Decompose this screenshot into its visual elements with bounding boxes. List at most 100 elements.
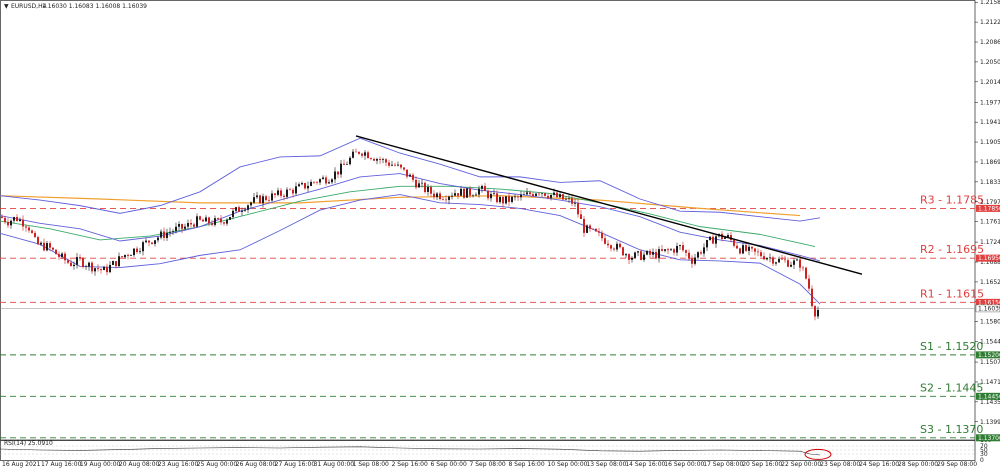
candle-body <box>277 190 279 195</box>
candle-body <box>433 193 435 198</box>
price-tick-label: 1.18690 <box>980 159 1000 166</box>
candle-body <box>412 174 414 180</box>
time-tick-label: 2 Sep 16:00 <box>392 461 428 468</box>
candle-body <box>568 198 570 199</box>
candle-body <box>580 214 582 220</box>
candle-body <box>232 210 234 217</box>
candle-body <box>415 179 417 188</box>
candle-body <box>442 199 444 200</box>
candle-body <box>550 194 552 198</box>
candle-body <box>373 158 375 161</box>
candle-body <box>379 159 381 160</box>
candle-body <box>739 248 741 254</box>
candle-body <box>409 174 411 177</box>
moving-average-line <box>0 185 816 247</box>
candle-body <box>673 249 675 253</box>
candle-body <box>16 217 18 222</box>
candle-body <box>28 227 30 231</box>
candle-body <box>154 240 156 244</box>
candle-body <box>532 194 534 196</box>
price-tick-label: 1.20500 <box>980 59 1000 66</box>
candle-body <box>391 164 393 166</box>
candle-body <box>631 257 633 260</box>
candle-body <box>616 243 618 250</box>
candle-body <box>712 236 714 244</box>
candle-body <box>529 192 531 195</box>
candle-body <box>202 219 204 222</box>
candle-body <box>184 226 186 229</box>
candle-body <box>340 163 342 175</box>
candle-body <box>421 182 423 184</box>
time-tick-label: 7 Sep 08:00 <box>470 461 506 468</box>
candle-body <box>205 217 207 222</box>
time-tick-label: 8 Sep 16:00 <box>508 461 544 468</box>
candle-body <box>151 242 153 244</box>
candle-body <box>601 232 603 239</box>
candle-body <box>778 258 780 263</box>
candle-body <box>613 248 615 250</box>
price-tick-label: 1.18330 <box>980 179 1000 186</box>
main-panel[interactable]: R3 - 1.1785 R2 - 1.1695 R1 - 1.1615 S1 - 1.… <box>0 0 984 441</box>
candle-body <box>226 219 228 224</box>
candle-body <box>82 258 84 268</box>
candle-body <box>250 202 252 206</box>
candle-body <box>523 194 525 195</box>
candle-body <box>79 257 81 259</box>
candle-body <box>436 193 438 198</box>
candle-body <box>598 231 600 233</box>
candle-body <box>361 153 363 156</box>
candle-body <box>445 199 447 201</box>
candle-body <box>214 218 216 225</box>
candle-body <box>526 192 528 195</box>
time-tick-label: 24 Sep 16:00 <box>859 461 899 468</box>
candle-body <box>706 240 708 248</box>
candle-body <box>760 252 762 257</box>
candle-body <box>475 194 477 196</box>
candle-body <box>814 306 816 317</box>
candle-body <box>265 196 267 201</box>
candle-body <box>703 247 705 254</box>
candle-body <box>517 196 519 198</box>
candle-body <box>709 236 711 241</box>
candle-body <box>178 224 180 227</box>
candle-body <box>664 249 666 251</box>
candle-body <box>118 256 120 267</box>
time-tick-label: 17 Aug 16:00 <box>41 461 82 468</box>
candle-body <box>52 247 54 250</box>
rsi-line <box>0 446 821 456</box>
candle-body <box>367 152 369 159</box>
candle-body <box>322 177 324 180</box>
candle-body <box>622 247 624 256</box>
candle-body <box>505 196 507 204</box>
moving-average-line <box>0 173 821 262</box>
candle-body <box>10 220 12 226</box>
level-tag-label: 1.16950 <box>978 255 1000 262</box>
candle-body <box>160 231 162 238</box>
rsi-tick-label: 30 <box>980 451 988 458</box>
candle-body <box>400 164 402 168</box>
candle-body <box>424 182 426 192</box>
rsi-tick-label: 50 <box>980 447 988 454</box>
candle-body <box>364 152 366 156</box>
candle-body <box>811 288 813 307</box>
candle-body <box>97 268 99 270</box>
candle-body <box>220 218 222 223</box>
candle-body <box>289 189 291 191</box>
candle-body <box>658 249 660 259</box>
candle-body <box>754 248 756 252</box>
candle-body <box>385 159 387 163</box>
candle-body <box>466 188 468 198</box>
candle-body <box>124 254 126 258</box>
candle-body <box>283 195 285 197</box>
level-tag <box>976 254 1000 262</box>
candle-body <box>610 245 612 249</box>
candle-body <box>805 267 807 279</box>
candle-body <box>736 245 738 249</box>
candle-body <box>211 223 213 225</box>
candle-body <box>130 255 132 256</box>
candle-body <box>469 188 471 196</box>
candle-body <box>196 216 198 227</box>
candle-body <box>565 198 567 200</box>
